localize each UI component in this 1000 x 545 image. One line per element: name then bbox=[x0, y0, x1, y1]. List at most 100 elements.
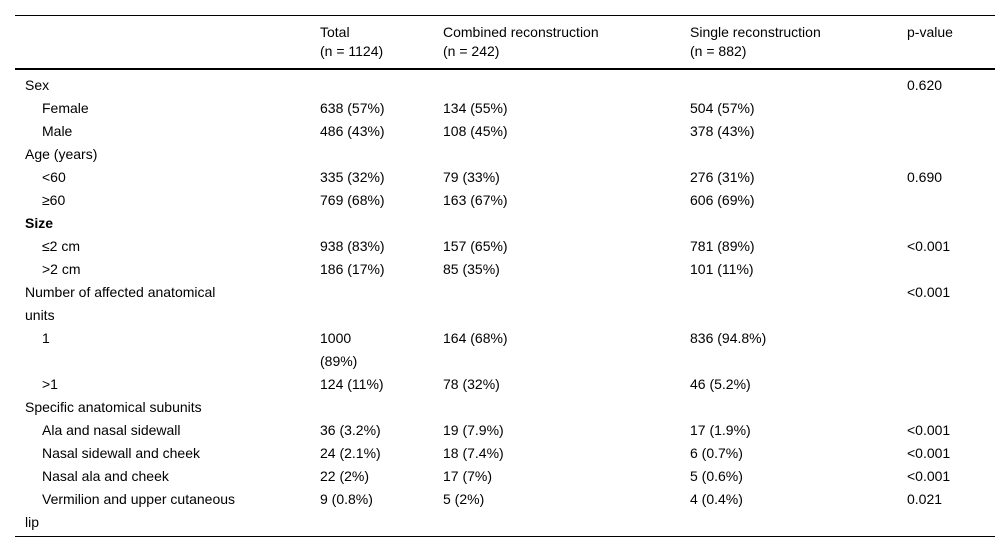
header-combined-reconstruction: Combined reconstruction (n = 242) bbox=[443, 15, 690, 70]
header-p-value: p-value bbox=[907, 15, 995, 70]
table-row: Nasal ala and cheek 22 (2%) 17 (7%) 5 (0.6%… bbox=[15, 465, 995, 488]
row-label: Vermilion and upper cutaneous lip bbox=[15, 488, 320, 537]
row-label: <60 bbox=[42, 169, 66, 185]
cell-single: 101 (11%) bbox=[690, 261, 754, 277]
cell-combined bbox=[443, 396, 690, 419]
cell-single: 5 (0.6%) bbox=[690, 468, 743, 484]
cell-p-value bbox=[907, 120, 995, 143]
cell-combined bbox=[443, 212, 690, 235]
cell-total bbox=[320, 396, 443, 419]
cell-p-value: 0.021 bbox=[907, 488, 995, 537]
cell-combined bbox=[443, 69, 690, 97]
table-row: Vermilion and upper cutaneous lip 9 (0.8%… bbox=[15, 488, 995, 537]
row-label: Sex bbox=[25, 77, 50, 93]
cell-p-value bbox=[907, 212, 995, 235]
cell-total: 186 (17%) bbox=[320, 261, 385, 277]
cell-single: 606 (69%) bbox=[690, 192, 755, 208]
row-label: >2 cm bbox=[42, 261, 81, 277]
cell-p-value: <0.001 bbox=[907, 238, 951, 254]
cell-combined: 164 (68%) bbox=[443, 330, 508, 346]
cell-total: 938 (83%) bbox=[320, 238, 385, 254]
cell-combined: 108 (45%) bbox=[443, 123, 508, 139]
cell-p-value bbox=[907, 97, 995, 120]
table-row: Size bbox=[15, 212, 995, 235]
cell-total bbox=[320, 281, 443, 327]
table-row: Female 638 (57%) 134 (55%) 504 (57%) bbox=[15, 97, 995, 120]
cell-total: 124 (11%) bbox=[320, 376, 384, 392]
cell-p-value bbox=[907, 189, 995, 212]
table-row: Male 486 (43%) 108 (45%) 378 (43%) bbox=[15, 120, 995, 143]
table-row: >2 cm 186 (17%) 85 (35%) 101 (11%) bbox=[15, 258, 995, 281]
row-label: >1 bbox=[42, 376, 58, 392]
cell-total: 335 (32%) bbox=[320, 169, 385, 185]
cell-single: 781 (89%) bbox=[690, 238, 755, 254]
cell-combined: 163 (67%) bbox=[443, 192, 508, 208]
row-label: Specific anatomical subunits bbox=[25, 399, 202, 415]
cell-total bbox=[320, 212, 443, 235]
cell-p-value: <0.001 bbox=[907, 422, 951, 438]
cell-total: 769 (68%) bbox=[320, 192, 385, 208]
cell-p-value bbox=[907, 258, 995, 281]
cell-combined bbox=[443, 143, 690, 166]
cell-p-value bbox=[907, 143, 995, 166]
row-label: Nasal ala and cheek bbox=[42, 468, 169, 484]
cell-total: 486 (43%) bbox=[320, 123, 385, 139]
table-row: Nasal sidewall and cheek 24 (2.1%) 18 (7.4… bbox=[15, 442, 995, 465]
cell-total bbox=[320, 143, 443, 166]
cell-p-value: 0.690 bbox=[907, 169, 943, 185]
row-label: Size bbox=[25, 215, 54, 231]
cell-total: 638 (57%) bbox=[320, 100, 385, 116]
table-header: Total (n = 1124) Combined reconstruction… bbox=[15, 15, 995, 70]
row-label: Nasal sidewall and cheek bbox=[42, 445, 200, 461]
cell-single bbox=[690, 212, 907, 235]
table-body: Sex 0.620 Female 638 (57%) 134 (55%) 504 (57%… bbox=[15, 69, 995, 537]
cell-single: 4 (0.4%) bbox=[690, 488, 907, 537]
cell-single: 836 (94.8%) bbox=[690, 330, 767, 346]
row-label: ≥60 bbox=[42, 192, 66, 208]
cell-combined bbox=[443, 281, 690, 327]
cell-combined: 134 (55%) bbox=[443, 100, 508, 116]
cell-combined: 18 (7.4%) bbox=[443, 445, 504, 461]
cell-single: 378 (43%) bbox=[690, 123, 755, 139]
row-label: 1 bbox=[42, 330, 50, 346]
cell-p-value: 0.620 bbox=[907, 77, 943, 93]
cell-combined: 5 (2%) bbox=[443, 488, 690, 537]
table-row: 1 1000 (89%) 164 (68%) 836 (94.8%) bbox=[15, 327, 995, 373]
cell-combined: 17 (7%) bbox=[443, 468, 493, 484]
row-label: Number of affected anatomical units bbox=[25, 284, 216, 323]
table-row: Ala and nasal sidewall 36 (3.2%) 19 (7.9%)… bbox=[15, 419, 995, 442]
row-label: ≤2 cm bbox=[42, 238, 81, 254]
cell-p-value bbox=[907, 396, 995, 419]
header-label-column bbox=[15, 15, 320, 70]
cell-single bbox=[690, 143, 907, 166]
row-label: Female bbox=[42, 100, 89, 116]
cell-p-value bbox=[907, 327, 995, 373]
cell-combined: 157 (65%) bbox=[443, 238, 508, 254]
table-row: >1 124 (11%) 78 (32%) 46 (5.2%) bbox=[15, 373, 995, 396]
table-row: Age (years) bbox=[15, 143, 995, 166]
row-label: Male bbox=[42, 123, 73, 139]
cell-single: 17 (1.9%) bbox=[690, 422, 751, 438]
cell-p-value: <0.001 bbox=[907, 468, 951, 484]
cell-combined: 19 (7.9%) bbox=[443, 422, 504, 438]
table-row: Sex 0.620 bbox=[15, 69, 995, 97]
row-label: Age (years) bbox=[25, 146, 98, 162]
header-single-reconstruction: Single reconstruction (n = 882) bbox=[690, 15, 907, 70]
patient-characteristics-table: Total (n = 1124) Combined reconstruction… bbox=[15, 15, 995, 537]
table-row: ≤2 cm 938 (83%) 157 (65%) 781 (89%) <0.001 bbox=[15, 235, 995, 258]
cell-single bbox=[690, 69, 907, 97]
table-row: Specific anatomical subunits bbox=[15, 396, 995, 419]
cell-total: 36 (3.2%) bbox=[320, 422, 381, 438]
cell-total: 1000 (89%) bbox=[320, 330, 358, 369]
cell-total: 22 (2%) bbox=[320, 468, 370, 484]
table-row: <60 335 (32%) 79 (33%) 276 (31%) 0.690 bbox=[15, 166, 995, 189]
cell-p-value bbox=[907, 373, 995, 396]
cell-combined: 85 (35%) bbox=[443, 261, 500, 277]
cell-p-value: <0.001 bbox=[907, 284, 951, 300]
cell-single: 504 (57%) bbox=[690, 100, 755, 116]
cell-total bbox=[320, 69, 443, 97]
cell-single: 6 (0.7%) bbox=[690, 445, 743, 461]
cell-single bbox=[690, 281, 907, 327]
cell-p-value: <0.001 bbox=[907, 445, 951, 461]
